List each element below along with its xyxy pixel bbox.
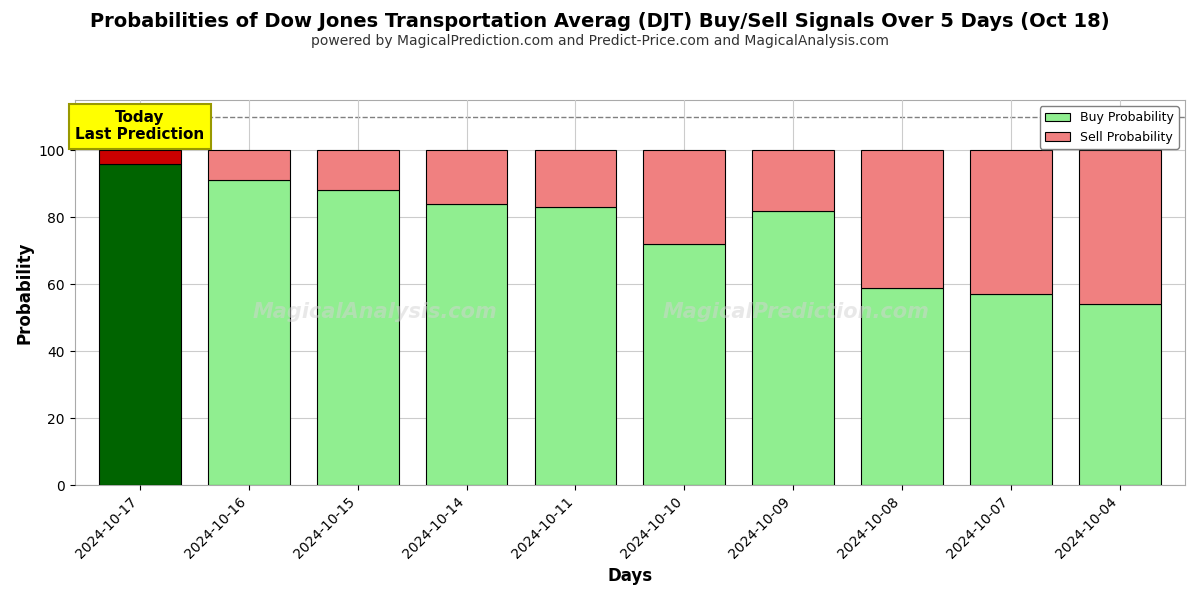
Bar bbox=[426, 150, 508, 204]
Bar bbox=[534, 150, 617, 207]
Bar bbox=[970, 150, 1051, 294]
Text: MagicalAnalysis.com: MagicalAnalysis.com bbox=[252, 302, 497, 322]
Bar bbox=[752, 211, 834, 485]
Y-axis label: Probability: Probability bbox=[16, 241, 34, 344]
Bar bbox=[534, 207, 617, 485]
Text: MagicalPrediction.com: MagicalPrediction.com bbox=[662, 302, 930, 322]
Bar bbox=[643, 244, 725, 485]
Bar bbox=[752, 150, 834, 211]
Bar bbox=[862, 150, 943, 287]
Text: Today
Last Prediction: Today Last Prediction bbox=[76, 110, 204, 142]
Bar bbox=[643, 150, 725, 244]
Bar bbox=[317, 150, 398, 190]
Bar bbox=[426, 204, 508, 485]
Bar bbox=[1079, 304, 1160, 485]
Bar bbox=[100, 150, 181, 164]
Text: powered by MagicalPrediction.com and Predict-Price.com and MagicalAnalysis.com: powered by MagicalPrediction.com and Pre… bbox=[311, 34, 889, 48]
Text: Probabilities of Dow Jones Transportation Averag (DJT) Buy/Sell Signals Over 5 D: Probabilities of Dow Jones Transportatio… bbox=[90, 12, 1110, 31]
Bar bbox=[1079, 150, 1160, 304]
Bar bbox=[317, 190, 398, 485]
X-axis label: Days: Days bbox=[607, 567, 653, 585]
Bar bbox=[208, 181, 289, 485]
Legend: Buy Probability, Sell Probability: Buy Probability, Sell Probability bbox=[1040, 106, 1178, 149]
Bar bbox=[862, 287, 943, 485]
Bar bbox=[970, 294, 1051, 485]
Bar bbox=[208, 150, 289, 181]
Bar bbox=[100, 164, 181, 485]
